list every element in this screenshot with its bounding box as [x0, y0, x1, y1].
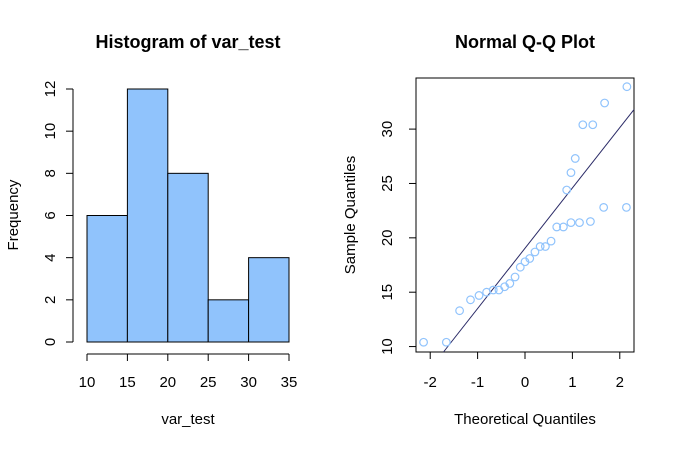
qq-reference-line — [443, 109, 635, 353]
histogram-y-tick-label: 8 — [42, 169, 59, 177]
histogram-x-tick-label: 20 — [159, 374, 176, 391]
histogram-x-tick-label: 15 — [119, 374, 136, 391]
histogram-y-axis: 0 2 4 6 8 10 12 — [42, 81, 74, 346]
qq-plot-panel: Normal Q-Q Plot Theoretical Quantiles Sa… — [342, 32, 635, 428]
histogram-x-tick-label: 10 — [79, 374, 96, 391]
histogram-panel: Histogram of var_test var_test Frequency… — [5, 32, 297, 428]
histogram-y-tick-label: 2 — [42, 296, 59, 304]
qq-point — [540, 242, 550, 251]
histogram-bar — [86, 215, 128, 343]
qq-point — [505, 279, 515, 288]
qq-y-tick-label: 15 — [379, 284, 396, 301]
qq-point — [575, 218, 584, 228]
qq-point — [558, 222, 568, 232]
qq-point — [525, 254, 535, 263]
qq-point — [586, 217, 595, 226]
qq-y-tick-label: 25 — [379, 175, 396, 192]
histogram-y-tick-label: 6 — [42, 211, 59, 219]
histogram-xlabel: var_test — [161, 411, 215, 428]
qq-point — [535, 242, 545, 251]
qq-x-tick-label: -2 — [424, 374, 437, 391]
histogram-bar — [248, 257, 290, 343]
qq-point — [622, 202, 631, 212]
histogram-bar — [167, 172, 209, 343]
qq-ylabel: Sample Quantiles — [342, 156, 359, 274]
qq-x-tick-label: 0 — [521, 374, 529, 391]
qq-y-tick-label: 10 — [379, 338, 396, 355]
qq-point — [510, 272, 520, 282]
qq-point — [552, 222, 562, 232]
qq-y-axis: 10 15 20 25 30 — [379, 121, 416, 355]
qq-point — [566, 168, 576, 177]
qq-point — [622, 82, 632, 92]
qq-point — [588, 120, 598, 130]
qq-point — [466, 295, 475, 305]
qq-y-tick-label: 30 — [379, 121, 396, 138]
qq-point — [494, 285, 504, 295]
histogram-bars — [86, 88, 290, 343]
qq-point — [474, 291, 484, 300]
qq-x-tick-label: -1 — [471, 374, 484, 391]
histogram-title: Histogram of var_test — [95, 32, 280, 52]
qq-reference-line-group — [443, 109, 635, 353]
qq-x-tick-label: 2 — [616, 374, 624, 391]
histogram-x-axis: 10 15 20 25 30 35 — [79, 353, 298, 391]
qq-point — [570, 154, 580, 163]
qq-point — [419, 337, 428, 347]
qq-point — [578, 120, 588, 130]
histogram-x-tick-label: 25 — [200, 374, 217, 391]
qq-x-tick-label: 1 — [568, 374, 576, 391]
qq-point — [488, 285, 498, 295]
qq-point — [599, 202, 609, 212]
qq-point — [600, 98, 610, 108]
qq-point — [530, 247, 540, 257]
qq-point — [562, 185, 572, 195]
histogram-y-tick-label: 0 — [42, 338, 59, 346]
qq-point — [515, 262, 525, 272]
qq-plot-frame — [415, 77, 635, 353]
histogram-ylabel: Frequency — [5, 179, 22, 250]
qq-points — [419, 82, 632, 347]
qq-xlabel: Theoretical Quantiles — [454, 411, 596, 428]
qq-x-axis: -2 -1 0 1 2 — [424, 352, 624, 391]
qq-point — [566, 218, 576, 228]
qq-y-tick-label: 20 — [379, 229, 396, 246]
qq-title: Normal Q-Q Plot — [455, 32, 595, 52]
histogram-x-tick-label: 30 — [240, 374, 257, 391]
qq-point — [455, 306, 465, 316]
histogram-y-tick-label: 12 — [42, 81, 59, 98]
histogram-bar — [207, 299, 250, 343]
histogram-y-tick-label: 10 — [42, 123, 59, 140]
histogram-bar — [126, 88, 169, 343]
qq-point — [546, 236, 556, 246]
histogram-y-tick-label: 4 — [42, 253, 59, 261]
qq-point — [441, 337, 451, 347]
histogram-x-tick-label: 35 — [281, 374, 298, 391]
